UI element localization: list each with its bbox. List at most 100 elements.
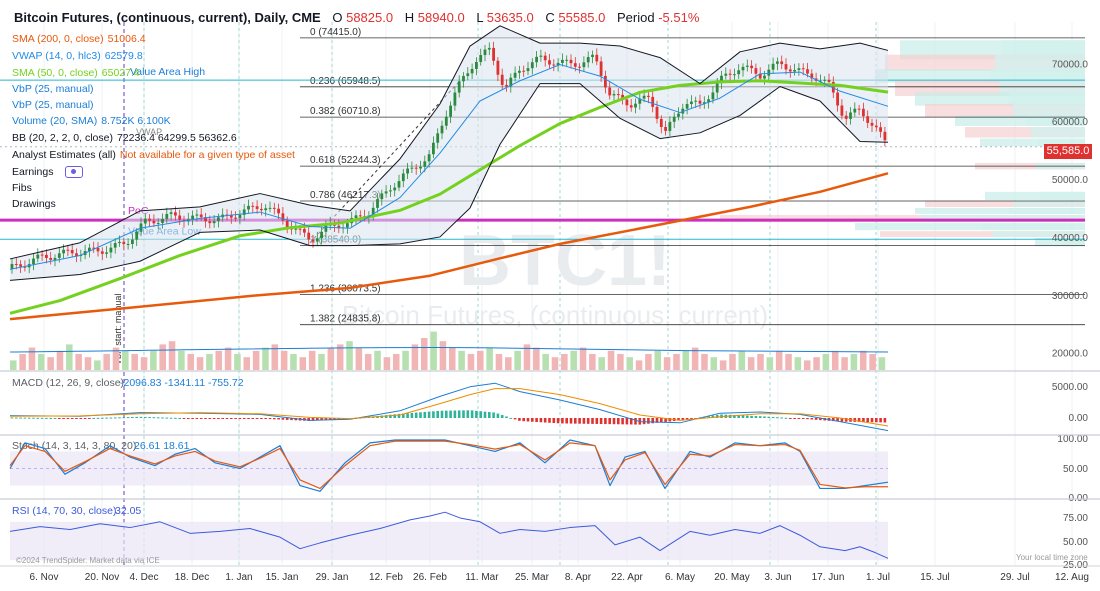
macd-histogram-bar xyxy=(406,413,409,418)
macd-histogram-bar xyxy=(397,413,401,418)
candle-body xyxy=(857,108,861,110)
volume-bar xyxy=(551,357,559,370)
volume-bar xyxy=(523,344,531,370)
macd-histogram-bar xyxy=(182,418,186,419)
macd-histogram-bar xyxy=(595,418,599,424)
macd-histogram-bar xyxy=(685,418,689,420)
candle-body xyxy=(522,70,526,72)
macd-histogram-bar xyxy=(230,418,233,419)
legend-row[interactable]: VbP (25, manual) xyxy=(12,99,98,111)
volume-bar xyxy=(579,347,587,370)
legend-row[interactable]: BB (20, 2, 2, 0, close) 72236.4 64299.5 5… xyxy=(12,132,241,144)
candle-body xyxy=(436,133,440,143)
legend-row[interactable]: SMA (200, 0, close) 51006.4 xyxy=(12,33,150,45)
volume-bar xyxy=(467,354,475,370)
candle-body xyxy=(672,116,676,122)
candle-body xyxy=(49,258,53,260)
candle-body xyxy=(767,69,771,76)
volume-bar xyxy=(561,354,568,370)
volume-bar xyxy=(542,354,549,370)
vbp-bar-buy xyxy=(1026,115,1085,127)
volume-bar xyxy=(196,357,204,370)
candle-body xyxy=(552,64,556,66)
volume-bar xyxy=(84,357,92,370)
volume-bar xyxy=(626,357,634,370)
candle-body xyxy=(608,87,612,96)
legend-row[interactable]: Fibs xyxy=(12,182,36,194)
candle-body xyxy=(629,105,633,108)
macd-histogram-bar xyxy=(19,417,22,419)
macd-histogram-bar xyxy=(169,417,173,419)
candle-body xyxy=(285,220,289,227)
price-axis-tick: 40000.0 xyxy=(1052,233,1089,244)
legend-row[interactable]: Volume (20, SMA) 8.752K 6.100K xyxy=(12,115,175,127)
candle-body xyxy=(668,121,672,131)
macd-histogram-bar xyxy=(488,412,491,418)
candle-body xyxy=(819,80,822,82)
macd-histogram-bar xyxy=(750,415,753,418)
macd-histogram-bar xyxy=(113,417,117,419)
candle-body xyxy=(100,251,104,254)
candle-body xyxy=(440,125,444,134)
candle-body xyxy=(591,54,594,58)
candle-body xyxy=(758,73,762,79)
fib-level-label: 0 (74415.0) xyxy=(310,27,361,38)
macd-histogram-bar xyxy=(565,418,568,424)
legend-row[interactable]: Earnings xyxy=(12,166,87,179)
macd-histogram-bar xyxy=(165,417,169,419)
candle-body xyxy=(612,94,616,96)
volume-bar xyxy=(589,354,596,370)
candle-body xyxy=(780,61,784,65)
time-axis-label: 20. May xyxy=(714,572,750,583)
series-vwap-14-0-hlc3 xyxy=(9,64,889,270)
macd-histogram-bar xyxy=(88,418,91,419)
time-axis-label: 4. Dec xyxy=(130,572,159,583)
candle-body xyxy=(586,57,590,63)
macd-histogram-bar xyxy=(453,410,457,418)
candle-body xyxy=(698,100,702,104)
fib-level-label: 0.236 (65948.5) xyxy=(310,76,381,87)
macd-histogram-bar xyxy=(187,418,190,419)
macd-histogram-bar xyxy=(195,418,199,419)
volume-bar xyxy=(654,350,662,370)
candle-body xyxy=(466,73,470,76)
legend-row[interactable]: SMA (50, 0, close) 65027.4 xyxy=(12,67,144,79)
macd-histogram-bar xyxy=(66,418,70,419)
candle-body xyxy=(105,252,108,254)
candle-body xyxy=(483,49,487,56)
volume-bar xyxy=(495,354,503,370)
legend-row[interactable]: VWAP (14, 0, hlc3) 62579.8 xyxy=(12,50,147,62)
macd-histogram-bar xyxy=(574,418,577,424)
candle-body xyxy=(217,217,220,222)
candle-body xyxy=(19,264,22,267)
candle-body xyxy=(638,98,642,104)
volume-bar xyxy=(383,357,391,370)
macd-histogram-bar xyxy=(707,416,710,418)
eye-icon[interactable] xyxy=(65,166,84,179)
macd-histogram-bar xyxy=(144,416,147,418)
price-axis-tick: 30000.0 xyxy=(1052,291,1089,302)
fib-level-label: 1.382 (24835.8) xyxy=(310,314,381,325)
macd-histogram-bar xyxy=(15,417,18,419)
candle-body xyxy=(57,253,61,258)
time-axis-label: 11. Mar xyxy=(465,572,499,583)
macd-histogram-bar xyxy=(23,417,27,419)
macd-histogram-bar xyxy=(733,415,736,418)
candle-body xyxy=(66,249,70,251)
candle-body xyxy=(410,167,414,169)
candle-body xyxy=(135,231,139,240)
volume-bar xyxy=(28,347,36,370)
candle-body xyxy=(229,215,233,218)
candle-body xyxy=(423,161,427,167)
candle-body xyxy=(883,131,887,141)
legend-row[interactable]: Drawings xyxy=(12,198,60,210)
volume-bar xyxy=(243,357,251,370)
macd-histogram-bar xyxy=(457,410,461,418)
macd-histogram-bar xyxy=(681,418,685,420)
macd-histogram-bar xyxy=(234,418,237,419)
candle-body xyxy=(655,106,659,119)
legend-row[interactable]: VbP (25, manual) xyxy=(12,83,98,95)
macd-histogram-bar xyxy=(225,418,229,419)
legend-row[interactable]: Analyst Estimates (all) Not available for… xyxy=(12,149,299,161)
